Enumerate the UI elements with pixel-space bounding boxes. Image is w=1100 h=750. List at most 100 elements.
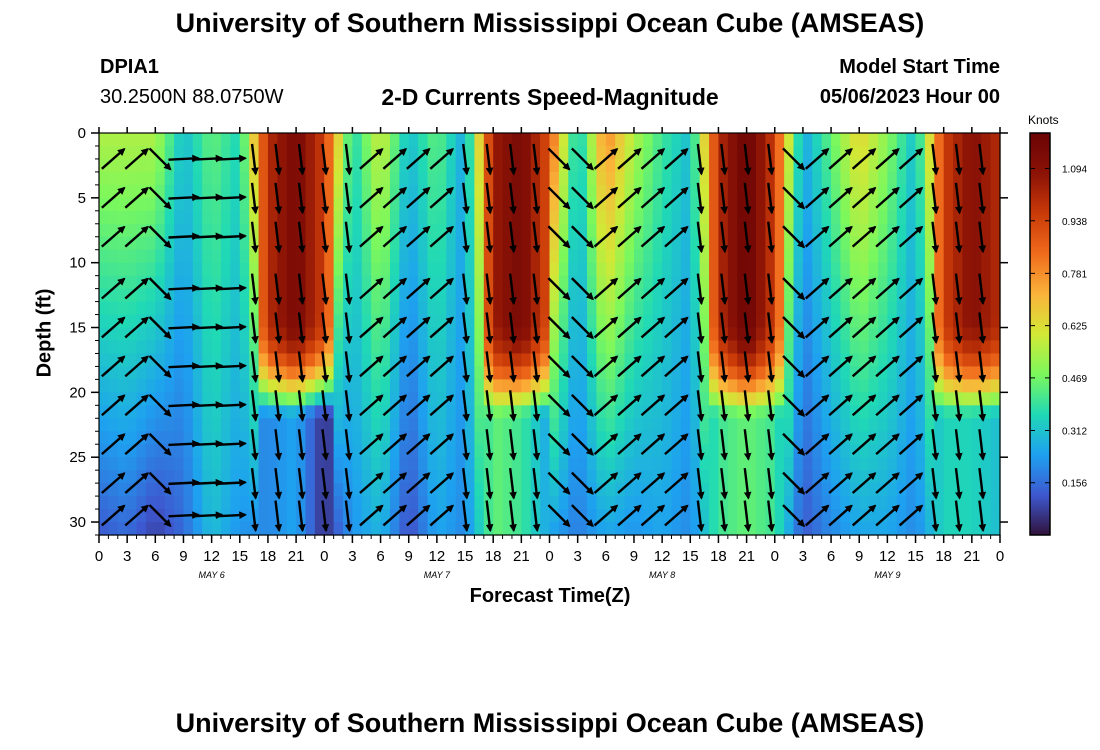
current-arrow	[250, 182, 259, 215]
heat-cell	[399, 327, 410, 342]
heat-cell	[671, 353, 682, 368]
heat-cell	[324, 522, 335, 536]
heat-cell	[755, 340, 766, 355]
heat-cell	[549, 327, 560, 342]
heat-cell	[474, 509, 485, 523]
heat-cell	[249, 340, 260, 355]
heat-cell	[868, 405, 879, 419]
heat-cell	[737, 418, 748, 432]
heat-cell	[868, 210, 879, 225]
heat-cell	[436, 262, 447, 277]
heat-cell	[615, 522, 626, 536]
heat-cell	[230, 184, 241, 199]
heat-cell	[981, 171, 992, 186]
heat-cell	[136, 210, 147, 225]
heat-cell	[380, 275, 391, 290]
x-tick-label: 0	[545, 548, 553, 565]
heat-cell	[643, 158, 654, 173]
heat-cell	[568, 431, 579, 445]
heat-cell	[192, 405, 203, 419]
heat-cell	[568, 184, 579, 199]
heat-cell	[615, 275, 626, 290]
current-arrow	[485, 143, 494, 176]
heat-cell	[877, 340, 888, 355]
heat-cell	[690, 171, 701, 186]
heat-cell	[774, 223, 785, 238]
heat-cell	[971, 353, 982, 368]
heat-cell	[221, 288, 231, 303]
current-arrow	[954, 351, 963, 383]
heat-cell	[793, 249, 804, 264]
heat-cell	[502, 405, 513, 419]
heat-cell	[249, 379, 260, 393]
heat-cell	[962, 366, 973, 380]
heat-cell	[568, 327, 579, 342]
heat-cell	[174, 223, 185, 238]
heat-cell	[521, 236, 532, 251]
heat-cell	[174, 483, 185, 497]
heat-cell	[314, 353, 325, 368]
heat-cell	[474, 392, 485, 406]
current-arrow	[344, 467, 353, 500]
heat-cell	[502, 158, 513, 173]
heat-cell	[324, 223, 335, 238]
heat-cell	[906, 327, 917, 342]
heat-cell	[324, 171, 335, 186]
heat-cell	[737, 275, 748, 290]
colorbar-tick-label: 0.469	[1062, 374, 1087, 385]
heat-cell	[296, 171, 307, 186]
heat-cell	[990, 197, 1001, 212]
heat-cell	[671, 366, 682, 380]
heat-cell	[971, 431, 982, 445]
heat-cell	[953, 496, 964, 510]
heat-cell	[727, 431, 738, 445]
heat-cell	[427, 262, 438, 277]
heat-cell	[296, 457, 307, 471]
heat-cell	[812, 223, 823, 238]
heat-cell	[399, 171, 410, 186]
heat-cell	[389, 470, 400, 484]
heat-cell	[953, 133, 964, 147]
heat-cell	[389, 145, 400, 160]
heat-cell	[127, 314, 138, 329]
heat-cell	[652, 522, 663, 536]
heat-cell	[296, 249, 307, 264]
heat-cell	[784, 314, 795, 329]
heat-cell	[211, 457, 222, 471]
heat-cell	[408, 340, 419, 355]
current-arrow	[782, 186, 806, 210]
heat-cell	[568, 223, 579, 238]
x-tick-label: 0	[95, 548, 103, 565]
current-arrow	[359, 225, 384, 248]
heat-cell	[399, 133, 410, 147]
heat-cell	[877, 275, 888, 290]
heat-cell	[352, 483, 363, 497]
heat-cell	[277, 314, 288, 329]
heat-cell	[746, 470, 757, 484]
heat-cell	[221, 210, 231, 225]
current-arrow	[382, 225, 408, 248]
heat-cell	[371, 197, 382, 212]
heat-cell	[924, 405, 935, 419]
heat-cell	[324, 145, 335, 160]
heat-cell	[380, 522, 391, 536]
heat-cell	[765, 340, 776, 355]
heat-cell	[990, 158, 1001, 173]
heat-cell	[671, 314, 682, 329]
heat-cell	[258, 249, 269, 264]
heat-cell	[784, 340, 795, 355]
heat-cell	[136, 262, 147, 277]
heat-cell	[277, 301, 288, 316]
heat-cell	[774, 314, 785, 329]
heat-cell	[502, 353, 513, 368]
heat-cell	[540, 184, 551, 199]
heat-cell	[605, 496, 616, 510]
current-arrow	[696, 390, 705, 422]
heat-cell	[352, 431, 363, 445]
heat-cell	[502, 470, 513, 484]
heat-cell	[230, 431, 241, 445]
heat-cell	[568, 392, 579, 406]
heat-cell	[239, 379, 250, 393]
heat-cell	[812, 145, 823, 160]
